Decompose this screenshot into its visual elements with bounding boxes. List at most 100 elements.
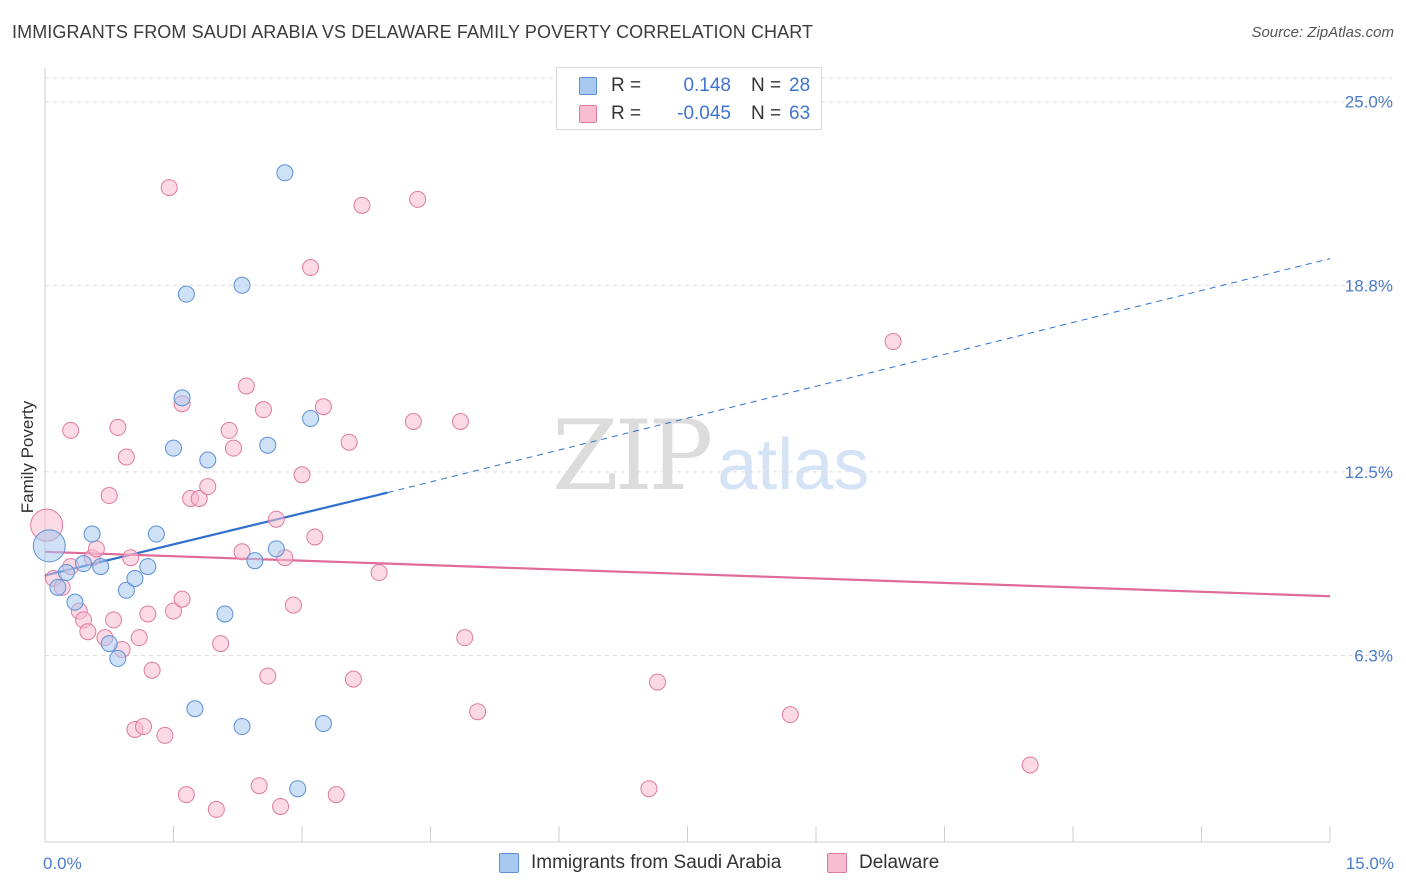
- point-saudi: [66, 593, 84, 611]
- point-saudi: [49, 578, 67, 596]
- point-saudi: [126, 569, 144, 587]
- point-delaware: [640, 780, 658, 798]
- legend-row-delaware: R = -0.045 N = 63: [579, 101, 810, 127]
- point-delaware: [100, 487, 118, 505]
- point-delaware: [135, 718, 153, 736]
- point-saudi: [216, 605, 234, 623]
- point-saudi: [117, 581, 135, 599]
- legend-swatch-delaware: [579, 105, 597, 123]
- point-saudi: [83, 525, 101, 543]
- point-delaware: [451, 413, 469, 431]
- y-tick-label: 12.5%: [1345, 463, 1393, 482]
- legend-n-label: N =: [751, 103, 782, 124]
- point-saudi: [177, 285, 195, 303]
- point-delaware: [456, 629, 474, 647]
- point-delaware: [224, 439, 242, 457]
- point-delaware: [130, 629, 148, 647]
- point-delaware: [199, 478, 217, 496]
- point-delaware: [220, 421, 238, 439]
- point-delaware: [306, 528, 324, 546]
- legend-row-saudi: R = 0.148 N = 28: [579, 73, 810, 99]
- point-delaware: [327, 786, 345, 804]
- point-saudi: [32, 529, 66, 563]
- point-delaware: [344, 670, 362, 688]
- y-tick-label: 6.3%: [1354, 646, 1393, 665]
- point-delaware: [117, 448, 135, 466]
- legend-item-delaware[interactable]: Delaware: [827, 852, 939, 874]
- point-delaware: [62, 421, 80, 439]
- data-points: [30, 164, 1039, 818]
- point-delaware: [884, 333, 902, 351]
- point-delaware: [109, 418, 127, 436]
- point-delaware: [79, 623, 97, 641]
- gridlines: [45, 77, 1392, 656]
- point-saudi: [233, 718, 251, 736]
- legend-r-value: -0.045: [677, 103, 731, 124]
- point-saudi: [199, 451, 217, 469]
- point-saudi: [302, 410, 320, 428]
- point-delaware: [177, 786, 195, 804]
- point-delaware: [105, 611, 123, 629]
- legend-r-label: R =: [611, 103, 642, 124]
- point-saudi: [186, 700, 204, 718]
- point-delaware: [87, 540, 105, 558]
- point-saudi: [147, 525, 165, 543]
- series-legend: Immigrants from Saudi Arabia Delaware: [0, 852, 1406, 878]
- x-tick-label: 0.0%: [43, 854, 82, 873]
- point-delaware: [254, 401, 272, 419]
- legend-r-value: 0.148: [683, 75, 731, 96]
- point-delaware: [284, 596, 302, 614]
- point-delaware: [259, 667, 277, 685]
- point-delaware: [1021, 756, 1039, 774]
- legend-item-saudi[interactable]: Immigrants from Saudi Arabia: [499, 852, 781, 874]
- point-saudi: [289, 780, 307, 798]
- point-delaware: [267, 510, 285, 528]
- point-saudi: [165, 439, 182, 457]
- point-delaware: [409, 190, 427, 208]
- legend-swatch-saudi: [579, 77, 597, 95]
- point-delaware: [370, 564, 388, 582]
- point-delaware: [314, 398, 332, 416]
- tick-labels: 6.3% 12.5% 18.8% 25.0% 0.0% 15.0%: [43, 93, 1394, 873]
- point-delaware: [272, 797, 290, 815]
- point-delaware: [649, 673, 667, 691]
- point-saudi: [276, 164, 294, 182]
- point-delaware: [469, 703, 487, 721]
- point-delaware: [165, 602, 182, 620]
- axes: [44, 68, 1331, 843]
- point-saudi: [92, 558, 110, 576]
- chart-title: IMMIGRANTS FROM SAUDI ARABIA VS DELAWARE…: [12, 22, 814, 42]
- y-tick-label: 18.8%: [1345, 276, 1393, 295]
- point-delaware: [173, 590, 191, 608]
- y-tick-label: 25.0%: [1345, 93, 1393, 112]
- point-delaware: [781, 706, 799, 724]
- point-delaware: [212, 635, 230, 653]
- point-delaware: [250, 777, 268, 795]
- legend-label-saudi: Immigrants from Saudi Arabia: [531, 852, 782, 873]
- legend-n-value: 28: [789, 75, 811, 96]
- x-tick-label: 15.0%: [1346, 854, 1394, 873]
- point-saudi: [314, 715, 332, 733]
- point-delaware: [190, 489, 208, 507]
- legend-swatch-delaware: [827, 853, 847, 873]
- trend-line-dashed-0: [387, 258, 1331, 494]
- point-delaware: [160, 179, 178, 197]
- legend-r-label: R =: [611, 75, 642, 96]
- point-delaware: [302, 259, 320, 277]
- point-delaware: [139, 605, 157, 623]
- point-delaware: [143, 661, 161, 679]
- point-saudi: [259, 436, 277, 454]
- point-saudi: [109, 649, 127, 667]
- point-delaware: [237, 377, 255, 395]
- legend-n-label: N =: [751, 75, 782, 96]
- source-label: Source: ZipAtlas.com: [1251, 24, 1394, 41]
- point-delaware: [122, 549, 140, 567]
- point-delaware: [404, 413, 422, 431]
- point-saudi: [233, 276, 251, 294]
- point-delaware: [233, 543, 251, 561]
- point-delaware: [340, 433, 358, 451]
- point-saudi: [75, 555, 93, 573]
- legend-n-value: 63: [789, 103, 811, 124]
- point-saudi: [173, 389, 191, 407]
